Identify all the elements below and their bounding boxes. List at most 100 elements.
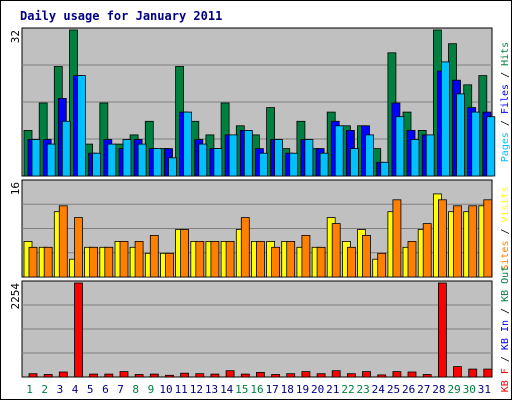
- bar-kb-f-day-29: [453, 366, 462, 378]
- bar-pages-day-29: [456, 93, 465, 177]
- bar-kb-f-day-24: [377, 374, 387, 378]
- day-label-20: 20: [311, 383, 324, 396]
- bar-kb-f-day-20: [316, 373, 326, 378]
- day-label-4: 4: [72, 383, 79, 396]
- bar-pages-day-5: [92, 152, 101, 177]
- bar-pages-day-9: [152, 148, 162, 177]
- side-legend-bot-part-0: KB F: [500, 368, 511, 392]
- day-label-7: 7: [117, 383, 124, 396]
- day-label-22: 22: [341, 383, 354, 396]
- bar-kb-f-day-26: [407, 371, 417, 378]
- bar-sites-day-21: [331, 223, 341, 278]
- day-label-16: 16: [250, 383, 263, 396]
- day-label-13: 13: [205, 383, 218, 396]
- bar-sites-day-4: [74, 217, 83, 278]
- bar-pages-day-3: [61, 120, 71, 177]
- bar-pages-day-20: [319, 152, 329, 177]
- bar-sites-day-29: [453, 205, 462, 278]
- bar-pages-day-24: [380, 161, 390, 177]
- bar-sites-day-1: [28, 246, 38, 278]
- bar-kb-f-day-10: [165, 374, 174, 378]
- bar-sites-day-11: [180, 229, 190, 278]
- bar-sites-day-9: [149, 234, 159, 278]
- side-legend-bot-part-4: KB Out: [500, 266, 511, 302]
- day-label-3: 3: [57, 383, 64, 396]
- day-label-30: 30: [463, 383, 476, 396]
- bar-pages-day-31: [486, 116, 496, 177]
- side-legend-top-part-2: Files: [500, 84, 511, 114]
- bar-kb-f-day-27: [422, 374, 432, 378]
- bar-sites-day-7: [119, 240, 129, 278]
- bar-sites-day-18: [286, 240, 296, 278]
- bar-kb-f-day-17: [271, 374, 281, 378]
- bar-pages-day-16: [258, 152, 268, 177]
- day-label-6: 6: [102, 383, 109, 396]
- bar-kb-f-day-18: [286, 373, 296, 378]
- side-legend-bot-part-1: /: [500, 350, 511, 368]
- chart-title: Daily usage for January 2011: [20, 9, 222, 23]
- bar-pages-day-2: [46, 143, 56, 177]
- bar-kb-f-day-5: [89, 373, 98, 378]
- bar-sites-day-31: [483, 199, 493, 278]
- bar-kb-f-day-14: [225, 370, 235, 378]
- day-label-24: 24: [372, 383, 386, 396]
- bar-kb-f-day-23: [362, 371, 371, 378]
- side-legend-bot: KB F / KB In / KB Out: [500, 266, 511, 392]
- bar-pages-day-19: [304, 139, 314, 177]
- day-label-9: 9: [148, 383, 155, 396]
- bar-sites-day-30: [468, 205, 478, 278]
- bar-pages-day-11: [183, 111, 193, 177]
- bar-kb-f-day-28: [437, 282, 447, 378]
- bar-kb-f-day-15: [240, 373, 250, 378]
- side-legend-top-part-0: Pages: [500, 132, 511, 162]
- day-label-5: 5: [87, 383, 94, 396]
- day-label-27: 27: [417, 383, 430, 396]
- bar-pages-day-26: [410, 139, 420, 177]
- bar-pages-day-13: [213, 148, 223, 177]
- panel-mid: 16 Sites / Visits: [9, 179, 511, 278]
- bar-kb-f-day-21: [331, 370, 341, 378]
- day-label-17: 17: [266, 383, 279, 396]
- bar-kb-f-day-19: [301, 371, 311, 378]
- side-legend-top-part-3: /: [500, 66, 511, 84]
- bar-pages-day-23: [365, 134, 374, 177]
- bar-kb-f-day-30: [468, 368, 478, 378]
- side-legend-bot-part-2: KB In: [500, 320, 511, 350]
- bar-kb-f-day-3: [58, 371, 68, 378]
- bar-sites-day-28: [437, 199, 447, 278]
- bar-sites-day-12: [195, 240, 205, 278]
- day-label-14: 14: [220, 383, 234, 396]
- bar-pages-day-25: [395, 116, 405, 177]
- side-legend-mid-part-0: Sites: [500, 241, 511, 271]
- bar-pages-day-28: [440, 61, 450, 177]
- bar-pages-day-10: [168, 157, 177, 177]
- bar-pages-day-1: [31, 139, 41, 177]
- bar-pages-day-8: [137, 143, 147, 177]
- day-label-15: 15: [235, 383, 248, 396]
- day-label-23: 23: [356, 383, 369, 396]
- day-label-12: 12: [190, 383, 203, 396]
- bar-pages-day-30: [471, 111, 481, 177]
- bar-kb-f-day-25: [392, 371, 402, 378]
- bar-sites-day-6: [104, 246, 114, 278]
- bar-kb-f-day-11: [180, 372, 190, 378]
- bar-sites-day-19: [301, 234, 311, 278]
- bar-sites-day-3: [58, 205, 68, 278]
- bar-sites-day-26: [407, 240, 417, 278]
- bar-kb-f-day-7: [119, 371, 129, 378]
- side-legend-top: Pages / Files / Hits: [500, 42, 511, 162]
- day-label-1: 1: [26, 383, 33, 396]
- bar-pages-day-12: [198, 143, 208, 177]
- day-label-25: 25: [387, 383, 400, 396]
- day-axis: 1 2 3 4 5 6 7 8 9 10 11 12 13 14 15 16 17 18 19 20 21 22 23 24 2…: [26, 383, 491, 396]
- bar-kb-f-day-6: [104, 373, 114, 378]
- side-legend-bot-part-3: /: [500, 302, 511, 320]
- bar-kb-f-day-16: [255, 371, 265, 378]
- bar-pages-day-6: [107, 143, 117, 177]
- bar-sites-day-16: [255, 240, 265, 278]
- bar-kb-f-day-2: [43, 374, 53, 378]
- bar-sites-day-23: [362, 234, 371, 278]
- day-label-2: 2: [41, 383, 48, 396]
